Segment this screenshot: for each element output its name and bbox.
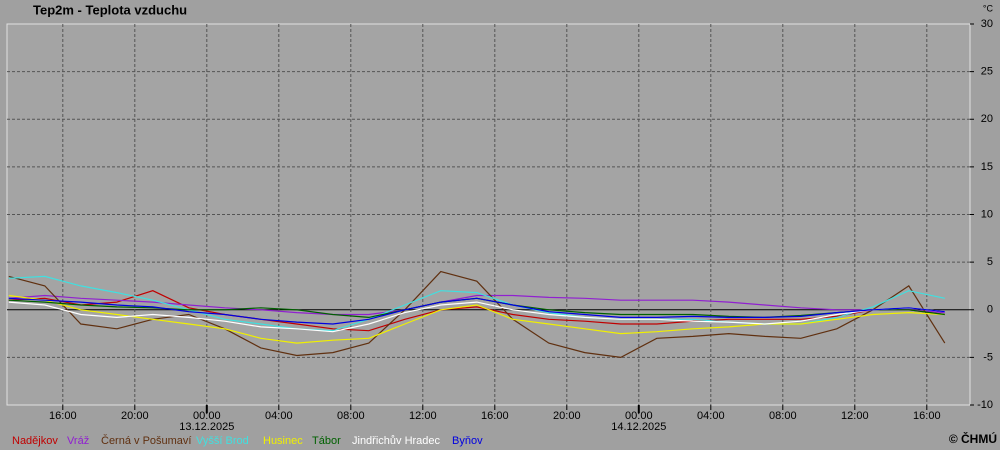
- x-tick-label: 00:00: [625, 410, 653, 422]
- y-tick-label: 5: [987, 256, 993, 268]
- date-label: 13.12.2025: [179, 421, 234, 433]
- legend-entry: Jindřichův Hradec: [352, 435, 441, 447]
- date-label: 14.12.2025: [611, 421, 666, 433]
- x-tick-label: 08:00: [769, 410, 797, 422]
- x-tick-label: 16:00: [913, 410, 941, 422]
- x-tick-label: 12:00: [409, 410, 437, 422]
- chart-title: Tep2m - Teplota vzduchu: [33, 2, 187, 17]
- x-tick-label: 04:00: [697, 410, 725, 422]
- y-tick-label: 30: [981, 18, 993, 30]
- x-tick-label: 16:00: [481, 410, 509, 422]
- legend-entry: Nadějkov: [12, 435, 58, 447]
- y-tick-label: -10: [977, 399, 993, 411]
- series-line: [8, 290, 945, 332]
- legend-entry: Vráž: [67, 435, 89, 447]
- y-tick-label: 15: [981, 161, 993, 173]
- y-tick-label: -5: [983, 351, 993, 363]
- y-tick-label: 25: [981, 66, 993, 78]
- x-tick-label: 04:00: [265, 410, 293, 422]
- x-tick-label: 16:00: [49, 410, 77, 422]
- y-tick-label: 20: [981, 113, 993, 125]
- legend-entry: Černá v Pošumaví: [101, 434, 191, 447]
- series-line: [8, 294, 945, 344]
- series-line: [8, 301, 945, 333]
- legend-entry: Vyšší Brod: [196, 435, 249, 447]
- y-tick-label: 10: [981, 208, 993, 220]
- series-line: [8, 297, 945, 325]
- x-tick-label: 20:00: [121, 410, 149, 422]
- x-tick-label: 08:00: [337, 410, 365, 422]
- legend-entry: Husinec: [263, 435, 303, 447]
- legend-entry: Tábor: [312, 435, 341, 447]
- legend-entry: Byňov: [452, 435, 483, 447]
- series-line: [8, 270, 946, 359]
- y-tick-label: 0: [987, 304, 993, 316]
- x-tick-label: 00:00: [193, 410, 221, 422]
- y-unit: °C: [983, 3, 994, 13]
- credit: © ČHMÚ: [949, 431, 997, 446]
- x-tick-label: 12:00: [841, 410, 869, 422]
- x-tick-label: 20:00: [553, 410, 581, 422]
